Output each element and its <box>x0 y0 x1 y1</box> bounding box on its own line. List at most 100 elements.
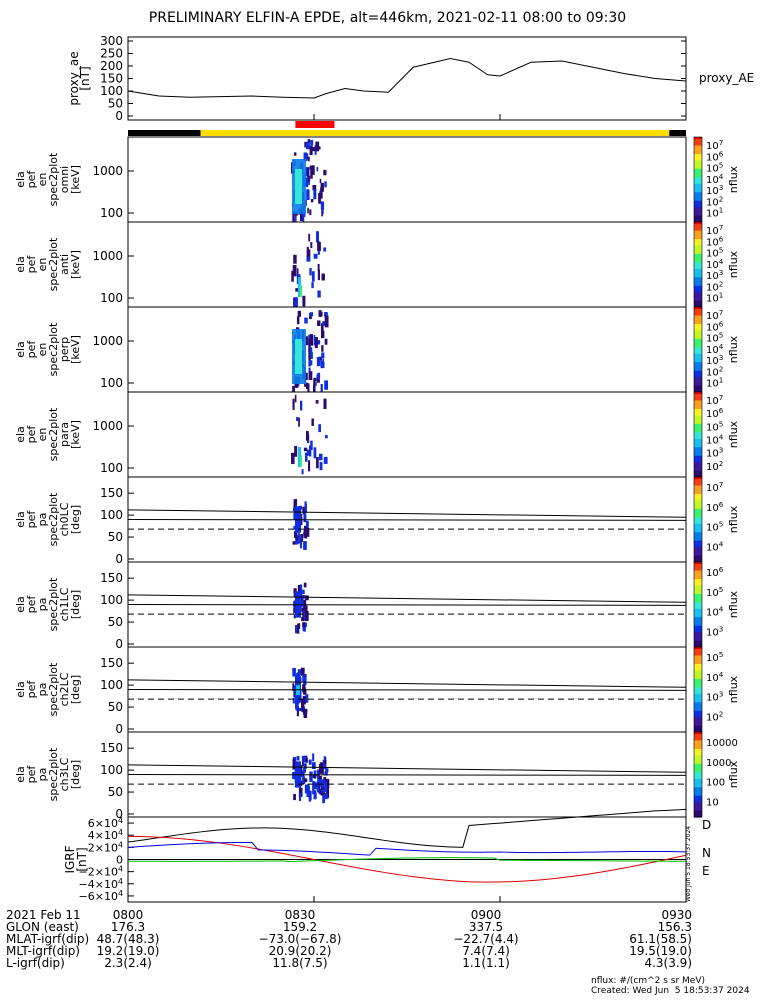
colorbar-cell <box>694 243 702 246</box>
pitch-cell <box>301 607 305 612</box>
pitch-cell <box>303 611 306 621</box>
spectrogram-cell <box>295 215 297 227</box>
spectrogram-cell <box>320 384 323 395</box>
spectrogram-cell <box>292 264 297 271</box>
igrf-ylabel: IGRF <box>63 845 77 873</box>
colorbar-cell <box>694 260 702 263</box>
energy-ylabel: para <box>58 422 71 447</box>
spectrogram-cell <box>316 357 321 367</box>
pitch-cell <box>325 768 329 773</box>
colorbar-cell <box>694 287 702 291</box>
spectrogram-cell <box>323 247 327 252</box>
pitch-cell <box>298 787 303 797</box>
colorbar-cell <box>694 644 702 648</box>
colorbar-cell <box>694 207 702 210</box>
pitch-ytick: 0 <box>115 722 123 736</box>
footer-row-value: 0830 <box>284 908 316 922</box>
spectrogram-cell <box>321 352 325 359</box>
spectrogram-cell <box>307 207 309 214</box>
energy-ylabel: ela <box>14 256 27 273</box>
colorbar-cell <box>694 481 702 484</box>
colorbar-cell <box>694 600 702 603</box>
colorbar-cell <box>694 364 702 368</box>
colorbar-cell <box>694 615 702 618</box>
energy-ytick: 100 <box>100 461 123 475</box>
colorbar-cell <box>694 751 702 754</box>
colorbar-cell <box>694 268 702 272</box>
pitch-ytick: 150 <box>100 741 123 755</box>
energy-ylabel: omni <box>58 166 71 193</box>
spectrogram-cell <box>309 352 313 359</box>
colorbar-cell <box>694 372 702 376</box>
spectrogram-cell <box>317 320 321 326</box>
colorbar-cell <box>694 472 702 476</box>
proxy-ae-right-label: proxy_AE <box>699 71 754 85</box>
colorbar-cell <box>694 430 702 433</box>
spectrogram-cell <box>293 269 297 277</box>
footer-row-value: 0800 <box>112 908 144 922</box>
colorbar-cell <box>694 279 702 283</box>
spectrogram-cell <box>313 334 316 346</box>
colorbar-cell <box>694 377 702 380</box>
energy-ytick: 100 <box>100 376 123 390</box>
pitch-cell <box>295 706 299 711</box>
pitch-cell <box>313 790 316 800</box>
colorbar-cell <box>694 460 702 463</box>
colorbar-cell <box>694 190 702 193</box>
pitch-cell <box>292 667 296 677</box>
spectrogram-cell <box>307 167 309 179</box>
colorbar-cell <box>694 530 702 533</box>
colorbar-cell <box>694 383 702 387</box>
pitch-cell <box>324 771 328 776</box>
colorbar-cell <box>694 549 702 552</box>
colorbar-cell <box>694 466 702 470</box>
footer-row-label: GLON (east) <box>6 920 79 934</box>
colorbar-cell <box>694 358 702 361</box>
colorbar-cell <box>694 211 702 215</box>
colorbar-cell <box>694 317 702 321</box>
pitch-cell <box>297 584 301 593</box>
colorbar-cell <box>694 706 702 710</box>
colorbar-tick: 10000 <box>706 738 738 749</box>
colorbar-cell <box>694 185 702 189</box>
energy-panel-frame <box>127 391 687 478</box>
colorbar-cell <box>694 226 702 229</box>
spectrogram-cell <box>311 147 315 152</box>
colorbar-label: nflux <box>727 505 740 533</box>
pitch-cell <box>298 792 302 802</box>
spectrogram-cell <box>318 424 321 433</box>
colorbar-cell <box>694 538 702 542</box>
colorbar-cell <box>694 702 702 705</box>
spectrogram-cell <box>308 360 313 366</box>
colorbar-cell <box>694 545 702 548</box>
spectrogram-cell <box>316 457 319 469</box>
colorbar-cell <box>694 411 702 414</box>
spectrogram-cell <box>317 241 321 252</box>
energy-ylabel: en <box>36 173 49 187</box>
colorbar-cell <box>694 270 702 274</box>
colorbar-cell <box>694 608 702 612</box>
colorbar-cell <box>694 149 702 153</box>
colorbar-cell <box>694 160 702 164</box>
footer-row-value: 2.3(2.4) <box>104 956 152 970</box>
colorbar-cell <box>694 443 702 446</box>
footer-row-value: 337.5 <box>468 920 504 934</box>
colorbar-cell <box>694 183 702 187</box>
pitch-cell <box>293 608 296 614</box>
pitch-cell <box>303 514 307 523</box>
energy-ylabel: [keV] <box>69 420 82 449</box>
footer-row-value: −22.7(4.4) <box>453 932 519 946</box>
colorbar-cell <box>694 666 702 669</box>
energy-ytick: 100 <box>100 206 123 220</box>
colorbar-cell <box>694 693 702 697</box>
horizontal-90-line <box>127 519 687 521</box>
footer-row-value: 156.3 <box>657 920 692 934</box>
colorbar-cell <box>694 780 702 784</box>
colorbar-cell <box>694 404 702 408</box>
colorbar-cell <box>694 606 702 610</box>
colorbar-cell <box>694 283 702 287</box>
colorbar-cell <box>694 330 702 334</box>
colorbar-cell <box>694 776 702 780</box>
colorbar-cell <box>694 245 702 249</box>
colorbar-cell <box>694 630 702 633</box>
